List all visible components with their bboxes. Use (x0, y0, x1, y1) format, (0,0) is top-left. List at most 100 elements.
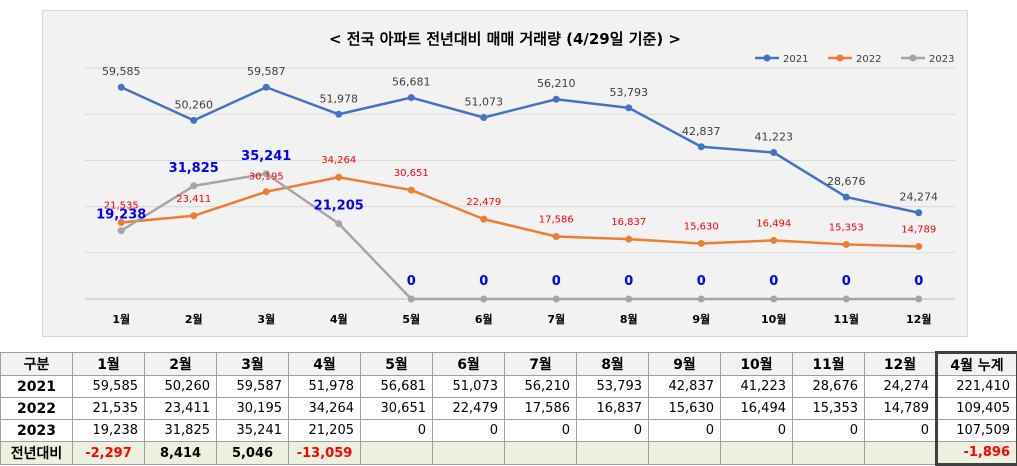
data-label-2022: 17,586 (539, 215, 574, 226)
data-point-2022 (915, 243, 922, 250)
table-cell: 21,205 (289, 420, 361, 442)
legend-label-2023: 2023 (929, 54, 954, 65)
data-label-2021: 59,585 (102, 65, 141, 78)
data-label-2023: 19,238 (96, 208, 146, 223)
data-point-2022 (553, 233, 560, 240)
table-cell: 16,837 (577, 398, 649, 420)
row-label: 2023 (1, 420, 73, 442)
data-label-2022: 15,353 (829, 222, 864, 233)
table-cell: 0 (505, 420, 577, 442)
table-cell: 0 (793, 420, 865, 442)
table-cell: 0 (577, 420, 649, 442)
data-label-2023: 21,205 (314, 199, 364, 214)
data-point-2021 (843, 194, 850, 201)
x-tick-label: 5월 (402, 312, 420, 326)
table-cell: 22,479 (433, 398, 505, 420)
data-point-2021 (698, 143, 705, 150)
diff-cell: -13,059 (289, 442, 361, 465)
x-tick-label: 8월 (620, 312, 638, 326)
table-header-cell: 6월 (433, 353, 505, 376)
cumulative-diff-cell: -1,896 (937, 442, 1017, 465)
table-cell: 35,241 (217, 420, 289, 442)
table-cell: 53,793 (577, 376, 649, 398)
diff-cell: 5,046 (217, 442, 289, 465)
x-tick-label: 12월 (906, 312, 931, 326)
data-label-2022: 16,494 (756, 218, 791, 229)
data-point-2021 (263, 84, 270, 91)
table-cell: 19,238 (73, 420, 145, 442)
data-point-2023 (915, 296, 922, 303)
chart-series (118, 84, 923, 303)
data-point-2023 (770, 296, 777, 303)
table-cell: 14,789 (865, 398, 937, 420)
data-point-2023 (553, 296, 560, 303)
data-point-2021 (915, 209, 922, 216)
data-label-2023: 0 (624, 274, 633, 289)
series-line-2022 (121, 177, 919, 246)
legend-label-2021: 2021 (783, 54, 808, 65)
data-label-2023: 0 (552, 274, 561, 289)
data-point-2023 (698, 296, 705, 303)
diff-cell (433, 442, 505, 465)
data-label-2022: 34,264 (321, 155, 356, 166)
table-header-cell: 12월 (865, 353, 937, 376)
data-point-2023 (480, 296, 487, 303)
chart-legend: 2021 2022 2023 (755, 54, 954, 65)
data-label-2022: 23,411 (176, 194, 211, 205)
table-header-cell: 9월 (649, 353, 721, 376)
table-cell: 0 (721, 420, 793, 442)
data-point-2022 (335, 174, 342, 181)
chart-title: < 전국 아파트 전년대비 매매 거래량 (4/29일 기준) > (329, 30, 681, 48)
legend-marker-2022 (837, 55, 844, 62)
data-label-2021: 56,210 (537, 77, 576, 90)
data-point-2023 (843, 296, 850, 303)
table-cell: 28,676 (793, 376, 865, 398)
table-cell: 21,535 (73, 398, 145, 420)
table-cell: 16,494 (721, 398, 793, 420)
data-point-2021 (118, 84, 125, 91)
data-label-2021: 41,223 (755, 130, 794, 143)
data-label-2023: 0 (914, 274, 923, 289)
data-label-2022: 16,837 (611, 217, 646, 228)
data-point-2021 (553, 96, 560, 103)
table-header-cell: 1월 (73, 353, 145, 376)
row-label: 2022 (1, 398, 73, 420)
data-point-2022 (408, 187, 415, 194)
table-cell: 0 (865, 420, 937, 442)
diff-cell (361, 442, 433, 465)
data-label-2021: 51,073 (465, 95, 504, 108)
data-point-2023 (625, 296, 632, 303)
table-header-cell: 10월 (721, 353, 793, 376)
table-cell: 51,978 (289, 376, 361, 398)
row-label: 전년대비 (1, 442, 73, 465)
data-point-2023 (408, 296, 415, 303)
data-point-2021 (480, 114, 487, 121)
x-tick-label: 2월 (185, 312, 203, 326)
diff-cell (721, 442, 793, 465)
data-label-2021: 59,587 (247, 65, 286, 78)
table-cell: 24,274 (865, 376, 937, 398)
data-label-2021: 50,260 (175, 98, 214, 111)
diff-cell (505, 442, 577, 465)
data-label-2023: 35,241 (241, 149, 291, 164)
table-cell: 56,210 (505, 376, 577, 398)
table-cell: 23,411 (145, 398, 217, 420)
diff-cell: 8,414 (145, 442, 217, 465)
legend-marker-2021 (764, 55, 771, 62)
diff-cell (577, 442, 649, 465)
diff-cell (649, 442, 721, 465)
data-point-2021 (408, 94, 415, 101)
data-label-2023: 0 (769, 274, 778, 289)
data-point-2022 (190, 212, 197, 219)
data-label-2022: 15,630 (684, 221, 719, 232)
x-tick-label: 4월 (330, 312, 348, 326)
data-label-2022: 30,195 (249, 172, 284, 183)
data-label-2021: 53,793 (610, 86, 649, 99)
diff-cell (793, 442, 865, 465)
legend-label-2022: 2022 (856, 54, 881, 65)
